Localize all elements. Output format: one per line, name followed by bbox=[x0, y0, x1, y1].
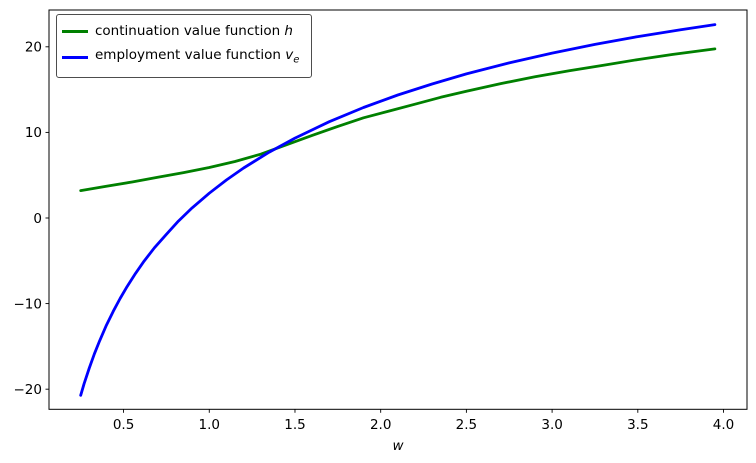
x-tick-label: 0.5 bbox=[113, 417, 134, 433]
x-tick-label: 1.0 bbox=[199, 417, 220, 433]
legend-entry-ve: employment value function ve bbox=[62, 46, 299, 70]
legend-label: employment value function ve bbox=[95, 47, 300, 66]
legend-entry-h: continuation value function h bbox=[62, 22, 299, 41]
curve-continuation-value-h bbox=[79, 47, 717, 193]
x-tick-label: 1.5 bbox=[284, 417, 305, 433]
x-tick-label: 4.0 bbox=[713, 417, 734, 433]
y-tick-label: −20 bbox=[14, 382, 43, 398]
y-tick-label: 0 bbox=[33, 211, 42, 227]
plot-frame bbox=[48, 9, 748, 410]
legend: continuation value function h employment … bbox=[56, 14, 313, 78]
y-tick-label: 10 bbox=[25, 125, 42, 141]
legend-label: continuation value function h bbox=[95, 23, 293, 39]
x-tick-label: 2.5 bbox=[456, 417, 477, 433]
x-tick-label: 3.0 bbox=[541, 417, 562, 433]
legend-line-swatch bbox=[62, 30, 88, 33]
y-tick-label: −10 bbox=[14, 296, 43, 312]
x-tick-label: 3.5 bbox=[627, 417, 648, 433]
x-axis-label: w bbox=[392, 438, 404, 454]
legend-line-swatch bbox=[62, 56, 88, 60]
y-tick-label: 20 bbox=[25, 40, 42, 56]
curve-employment-value-ve bbox=[79, 23, 717, 397]
x-tick-label: 2.0 bbox=[370, 417, 391, 433]
